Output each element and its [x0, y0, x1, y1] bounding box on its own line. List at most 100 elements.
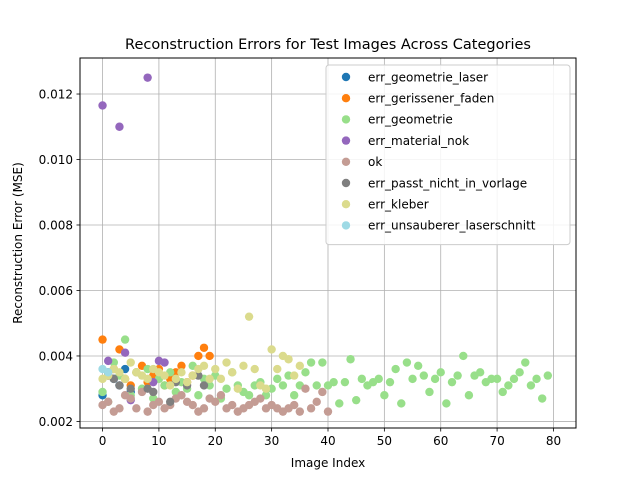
data-point [543, 371, 553, 380]
series-err_kleber [98, 312, 305, 393]
data-point [211, 364, 220, 374]
data-point [120, 335, 130, 344]
data-point [306, 358, 316, 367]
data-point [442, 399, 451, 408]
data-point [464, 391, 474, 400]
x-axis-label: Image Index [291, 456, 365, 470]
data-point [199, 381, 209, 390]
legend-label: err_kleber [368, 198, 429, 212]
legend-label: ok [368, 155, 382, 169]
x-axis-ticks: 0 10 20 30 40 50 60 70 80 [99, 428, 561, 448]
legend-marker [341, 157, 351, 166]
legend-label: err_material_nok [368, 134, 469, 148]
data-point [413, 361, 423, 370]
x-tick-label: 10 [151, 434, 166, 448]
data-point [227, 368, 237, 377]
data-point [295, 361, 305, 370]
data-point [132, 404, 141, 413]
data-point [103, 368, 113, 377]
data-point [318, 387, 327, 397]
legend-marker [341, 94, 351, 103]
data-point [402, 358, 412, 367]
legend-marker [341, 136, 351, 145]
data-point [357, 374, 367, 384]
data-point [284, 355, 293, 364]
data-point [199, 361, 209, 370]
legend-label: err_geometrie [368, 113, 453, 127]
x-tick-label: 70 [489, 434, 504, 448]
data-point [301, 368, 310, 377]
data-point [289, 400, 299, 410]
data-point [351, 395, 361, 405]
legend-box [325, 64, 571, 246]
data-point [98, 387, 107, 397]
data-point [126, 394, 135, 403]
x-tick-label: 40 [320, 434, 335, 448]
data-point [391, 364, 400, 374]
data-point [115, 368, 124, 377]
data-point [103, 356, 113, 366]
data-point [261, 384, 271, 393]
data-point [346, 355, 355, 364]
data-point [419, 371, 429, 380]
data-point [278, 381, 288, 390]
x-tick-label: 80 [546, 434, 561, 448]
data-point [188, 400, 197, 410]
data-point [301, 384, 310, 393]
series-ok [98, 384, 333, 416]
data-point [385, 377, 395, 387]
data-point [509, 374, 519, 384]
data-point [425, 387, 434, 397]
data-point [98, 101, 107, 110]
legend-label: err_unsauberer_laserschnitt [368, 219, 536, 233]
data-point [306, 404, 316, 413]
y-tick-label: 0.008 [39, 218, 73, 232]
data-point [222, 384, 231, 393]
data-point [374, 374, 383, 384]
data-point [115, 381, 124, 390]
data-point [182, 377, 192, 387]
legend-marker [341, 72, 351, 82]
data-point [273, 364, 282, 374]
data-point [256, 394, 265, 403]
legend-marker [341, 115, 351, 124]
y-tick-label: 0.006 [39, 284, 73, 298]
data-point [160, 371, 169, 380]
x-tick-label: 60 [433, 434, 448, 448]
y-tick-label: 0.012 [39, 87, 73, 101]
data-point [408, 374, 417, 384]
data-point [194, 351, 203, 361]
data-point [143, 73, 152, 82]
data-point [98, 335, 107, 344]
data-point [120, 348, 130, 357]
y-axis-label: Reconstruction Error (MSE) [11, 162, 25, 324]
data-point [177, 361, 186, 370]
x-tick-label: 20 [208, 434, 223, 448]
data-point [222, 358, 231, 367]
legend-label: err_passt_nicht_in_vorlage [368, 176, 527, 190]
data-point [532, 374, 541, 384]
data-point [318, 358, 327, 367]
data-point [453, 371, 462, 380]
y-tick-label: 0.002 [39, 415, 73, 429]
data-point [459, 351, 468, 361]
data-point [250, 364, 259, 374]
data-point [233, 384, 243, 393]
y-tick-label: 0.004 [39, 349, 73, 363]
data-point [115, 404, 124, 413]
data-point [239, 361, 248, 370]
legend-marker [341, 221, 351, 230]
data-point [244, 391, 254, 400]
data-point [526, 381, 536, 390]
data-point [498, 387, 507, 397]
data-point [521, 358, 530, 367]
data-point [103, 397, 113, 407]
data-point [120, 374, 130, 384]
series-err_unsauberer_laserschnitt [98, 364, 113, 377]
x-tick-label: 0 [99, 434, 107, 448]
data-points [98, 73, 553, 416]
data-point [205, 351, 214, 361]
data-point [515, 368, 524, 377]
data-point [199, 343, 209, 352]
data-point [273, 374, 282, 384]
